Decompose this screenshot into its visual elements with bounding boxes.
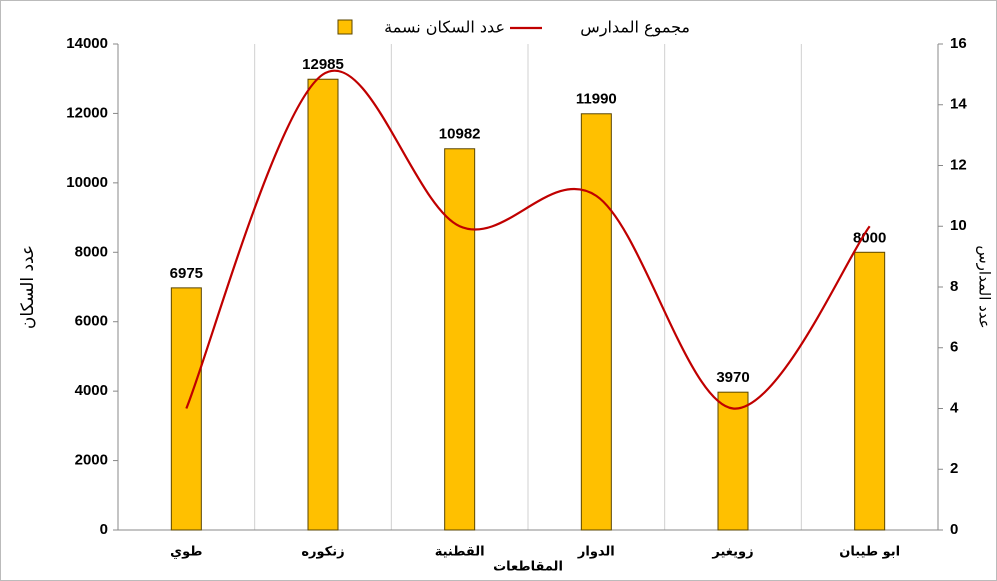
- y-tick-label: 8000: [75, 243, 108, 260]
- y-tick-label: 14000: [66, 35, 108, 52]
- x-axis-title: المقاطعات: [493, 560, 563, 575]
- bar: [170, 287, 202, 531]
- legend-label: مجموع المدارس: [580, 18, 690, 38]
- y2-tick-label: 2: [950, 460, 958, 477]
- legend-swatch: [337, 19, 353, 35]
- y2-tick-label: 16: [950, 35, 967, 52]
- y2-tick-label: 10: [950, 217, 967, 234]
- data-label: 8000: [853, 229, 886, 246]
- y2-tick-label: 8: [950, 278, 958, 295]
- data-label: 10982: [439, 126, 481, 143]
- bar: [307, 78, 339, 531]
- legend-label: عدد السكان نسمة: [384, 18, 505, 37]
- data-label: 11990: [576, 91, 617, 108]
- x-tick-label: ابو طيبان: [839, 545, 900, 560]
- y-tick-label: 12000: [66, 104, 108, 121]
- x-tick-label: طوي: [170, 545, 202, 560]
- bar: [854, 251, 886, 531]
- data-label: 3970: [716, 369, 749, 386]
- x-tick-label: زنكوره: [301, 545, 344, 560]
- x-tick-label: زويغير: [711, 545, 753, 560]
- y-tick-label: 10000: [66, 174, 108, 191]
- y2-tick-label: 0: [950, 521, 958, 538]
- data-label: 12985: [302, 56, 344, 73]
- y2-tick-label: 6: [950, 339, 958, 356]
- x-tick-label: القطنية: [435, 545, 485, 560]
- bar: [580, 113, 612, 531]
- y2-tick-label: 14: [950, 96, 967, 113]
- y2-tick-label: 4: [950, 399, 959, 416]
- bar: [444, 148, 476, 531]
- y-tick-label: 2000: [75, 452, 108, 469]
- y-tick-label: 0: [100, 521, 108, 538]
- y2-tick-label: 12: [950, 156, 967, 173]
- y-axis-title: عدد السكان: [18, 245, 38, 329]
- x-tick-label: الدوار: [577, 545, 615, 560]
- bar: [717, 391, 749, 531]
- y-tick-label: 4000: [75, 382, 108, 399]
- line: [185, 69, 871, 410]
- y-tick-label: 6000: [75, 313, 108, 330]
- data-label: 6975: [170, 265, 203, 282]
- y2-axis-title: عدد المدارس: [976, 245, 994, 328]
